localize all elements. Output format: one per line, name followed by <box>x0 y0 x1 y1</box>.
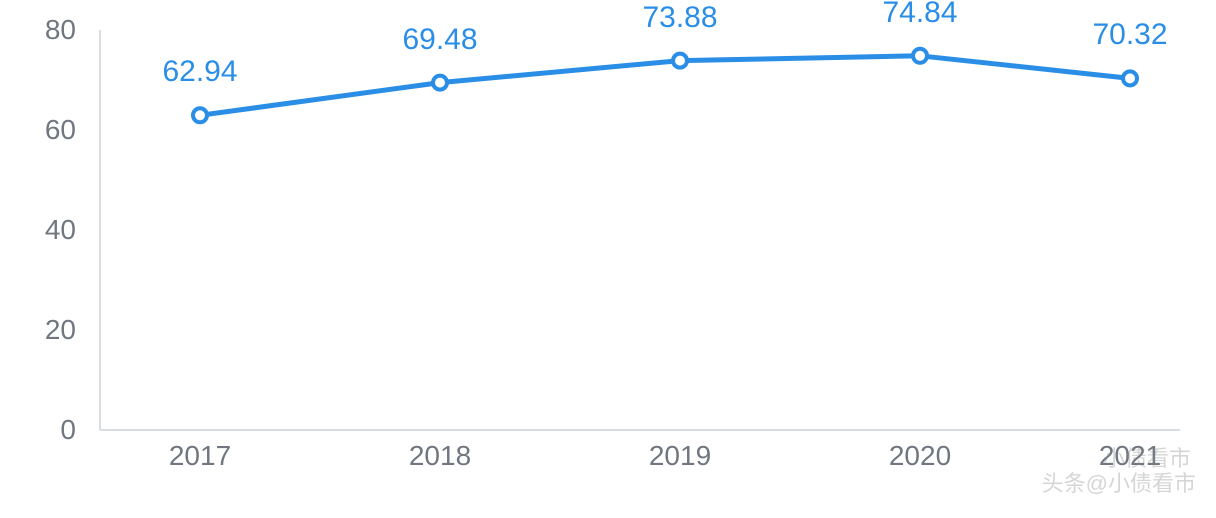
value-label: 62.94 <box>162 55 237 89</box>
data-marker <box>193 108 207 122</box>
x-tick-label: 2018 <box>409 440 471 472</box>
data-line <box>200 56 1130 116</box>
y-tick-label: 80 <box>45 14 76 46</box>
x-tick-label: 2017 <box>169 440 231 472</box>
line-chart: 0 20 40 60 80 2017 2018 2019 2020 2021 6… <box>0 0 1216 518</box>
value-label: 69.48 <box>402 23 477 57</box>
data-marker <box>673 54 687 68</box>
data-marker <box>1123 71 1137 85</box>
y-tick-label: 60 <box>45 114 76 146</box>
y-tick-label: 20 <box>45 314 76 346</box>
y-tick-label: 40 <box>45 214 76 246</box>
value-label: 74.84 <box>882 0 957 30</box>
value-label: 73.88 <box>642 1 717 35</box>
x-tick-label: 2020 <box>889 440 951 472</box>
y-tick-label: 0 <box>60 414 76 446</box>
value-label: 70.32 <box>1092 18 1167 52</box>
data-marker <box>433 76 447 90</box>
data-marker <box>913 49 927 63</box>
x-tick-label: 2021 <box>1099 440 1161 472</box>
x-tick-label: 2019 <box>649 440 711 472</box>
